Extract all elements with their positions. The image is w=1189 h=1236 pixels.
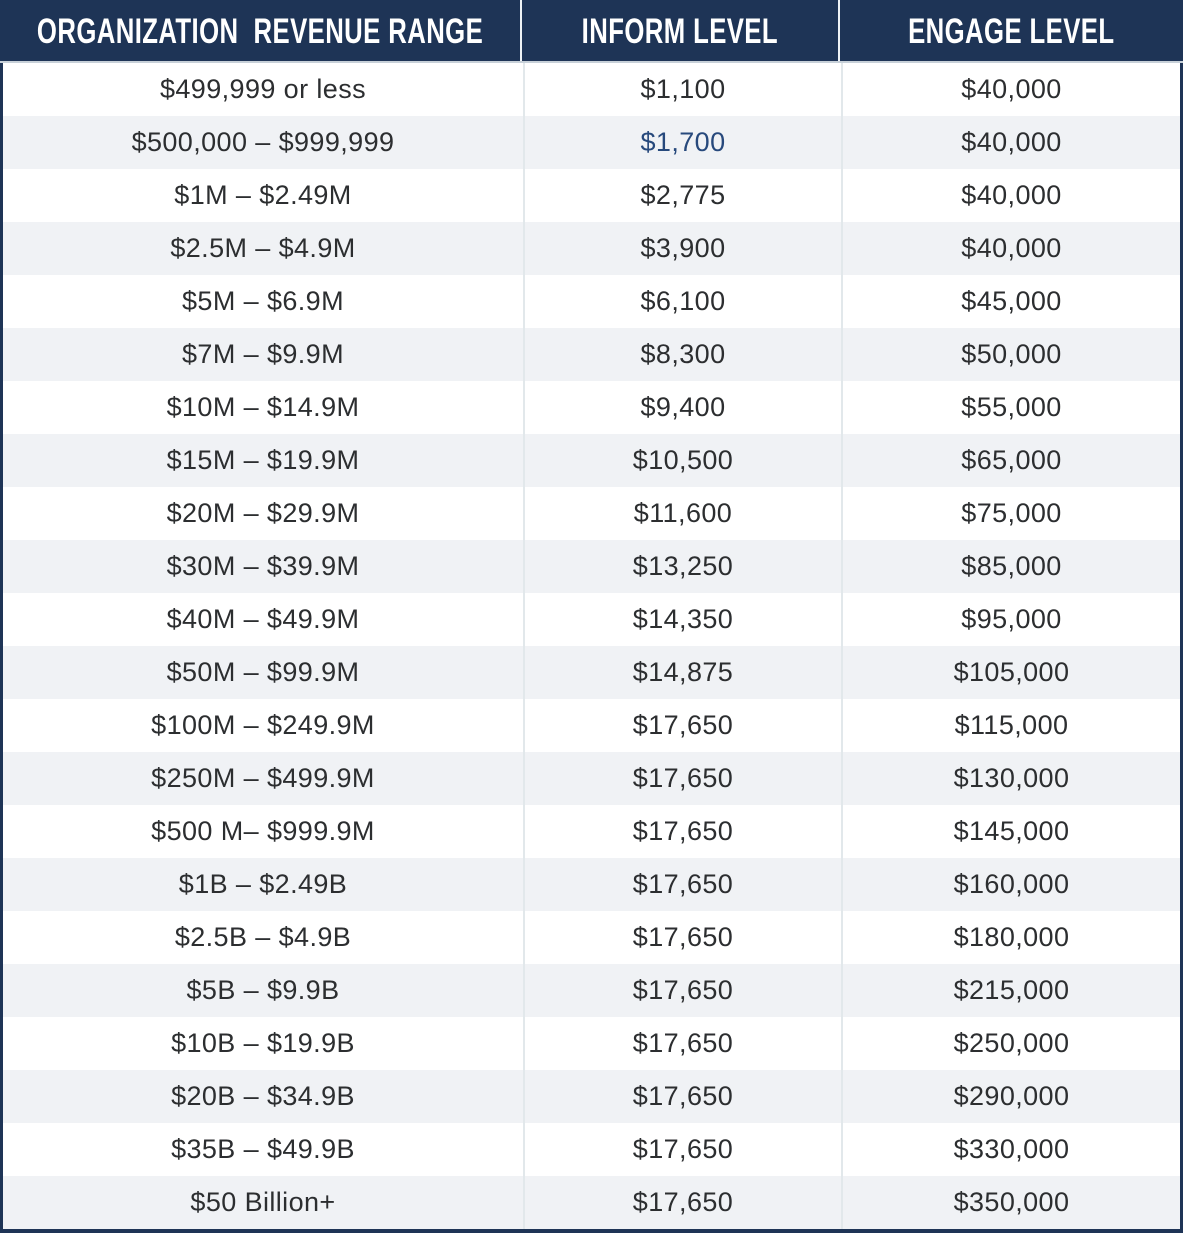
- inform-level-cell: $17,650: [523, 858, 841, 911]
- engage-level-cell: $160,000: [841, 858, 1180, 911]
- table-row: $1B – $2.49B $17,650 $160,000: [3, 858, 1180, 911]
- header-cell-inform-level: INFORM LEVEL: [520, 0, 838, 61]
- header-cell-revenue-range: ORGANIZATION REVENUE RANGE: [0, 0, 520, 61]
- engage-level-cell: $350,000: [841, 1176, 1180, 1229]
- inform-level-cell: $11,600: [523, 487, 841, 540]
- header-cell-engage-level: ENGAGE LEVEL: [838, 0, 1183, 61]
- engage-level-cell: $330,000: [841, 1123, 1180, 1176]
- revenue-range-cell: $5B – $9.9B: [186, 975, 340, 1005]
- revenue-range-cell: $20M – $29.9M: [166, 498, 360, 528]
- revenue-range-cell: $100M – $249.9M: [151, 710, 375, 740]
- table-row: $20B – $34.9B $17,650 $290,000: [3, 1070, 1180, 1123]
- revenue-range-cell: $250M – $499.9M: [151, 763, 375, 793]
- engage-level-cell: $40,000: [841, 63, 1180, 116]
- table-row: $35B – $49.9B $17,650 $330,000: [3, 1123, 1180, 1176]
- revenue-range-cell: $50M – $99.9M: [166, 657, 360, 687]
- engage-level-cell: $40,000: [841, 169, 1180, 222]
- inform-level-cell: $17,650: [523, 1176, 841, 1229]
- inform-level-cell: $17,650: [523, 805, 841, 858]
- revenue-range-cell: $1M – $2.49M: [174, 180, 352, 210]
- revenue-range-cell: $499,999 or less: [159, 74, 367, 104]
- engage-level-cell: $55,000: [841, 381, 1180, 434]
- table-row: $30M – $39.9M $13,250 $85,000: [3, 540, 1180, 593]
- engage-level-cell: $40,000: [841, 116, 1180, 169]
- revenue-range-cell: $35B – $49.9B: [171, 1134, 355, 1164]
- table-row: $100M – $249.9M $17,650 $115,000: [3, 699, 1180, 752]
- table-row: $1M – $2.49M $2,775 $40,000: [3, 169, 1180, 222]
- engage-level-cell: $40,000: [841, 222, 1180, 275]
- table-row: $50 Billion+ $17,650 $350,000: [3, 1176, 1180, 1229]
- engage-level-cell: $115,000: [841, 699, 1180, 752]
- inform-level-cell: $17,650: [523, 752, 841, 805]
- revenue-range-cell: $500,000 – $999,999: [131, 127, 395, 157]
- inform-level-cell: $10,500: [523, 434, 841, 487]
- inform-level-cell: $9,400: [523, 381, 841, 434]
- header-label-inform-level: INFORM LEVEL: [581, 9, 779, 50]
- inform-level-cell: $1,100: [523, 63, 841, 116]
- revenue-range-cell: $10M – $14.9M: [166, 392, 360, 422]
- engage-level-cell: $95,000: [841, 593, 1180, 646]
- engage-level-cell: $65,000: [841, 434, 1180, 487]
- inform-level-cell: $14,875: [523, 646, 841, 699]
- table-header-row: ORGANIZATION REVENUE RANGE INFORM LEVEL …: [0, 0, 1183, 63]
- table-row: $10M – $14.9M $9,400 $55,000: [3, 381, 1180, 434]
- header-label-engage-level: ENGAGE LEVEL: [908, 9, 1115, 50]
- table-row: $50M – $99.9M $14,875 $105,000: [3, 646, 1180, 699]
- inform-level-cell: $2,775: [523, 169, 841, 222]
- table-row: $15M – $19.9M $10,500 $65,000: [3, 434, 1180, 487]
- inform-level-cell: $1,700: [523, 116, 841, 169]
- revenue-range-cell: $5M – $6.9M: [182, 286, 344, 316]
- revenue-range-cell: $7M – $9.9M: [182, 339, 344, 369]
- engage-level-cell: $45,000: [841, 275, 1180, 328]
- inform-level-cell: $17,650: [523, 1123, 841, 1176]
- revenue-range-cell: $1B – $2.49B: [178, 869, 348, 899]
- revenue-range-cell: $2.5B – $4.9B: [174, 922, 352, 952]
- table-row: $20M – $29.9M $11,600 $75,000: [3, 487, 1180, 540]
- engage-level-cell: $250,000: [841, 1017, 1180, 1070]
- engage-level-cell: $85,000: [841, 540, 1180, 593]
- table-row: $499,999 or less $1,100 $40,000: [3, 63, 1180, 116]
- engage-level-cell: $75,000: [841, 487, 1180, 540]
- revenue-range-cell: $10B – $19.9B: [171, 1028, 355, 1058]
- inform-level-cell: $17,650: [523, 1017, 841, 1070]
- revenue-range-cell: $50 Billion+: [190, 1187, 336, 1217]
- revenue-range-cell: $15M – $19.9M: [166, 445, 360, 475]
- table-row: $2.5B – $4.9B $17,650 $180,000: [3, 911, 1180, 964]
- engage-level-cell: $145,000: [841, 805, 1180, 858]
- revenue-range-cell: $500 M– $999.9M: [151, 816, 375, 846]
- inform-level-cell: $8,300: [523, 328, 841, 381]
- inform-level-cell: $17,650: [523, 699, 841, 752]
- table-row: $5M – $6.9M $6,100 $45,000: [3, 275, 1180, 328]
- revenue-range-cell: $2.5M – $4.9M: [170, 233, 356, 263]
- table-row: $2.5M – $4.9M $3,900 $40,000: [3, 222, 1180, 275]
- table-row: $500,000 – $999,999 $1,700 $40,000: [3, 116, 1180, 169]
- inform-level-cell: $3,900: [523, 222, 841, 275]
- engage-level-cell: $50,000: [841, 328, 1180, 381]
- table-row: $5B – $9.9B $17,650 $215,000: [3, 964, 1180, 1017]
- inform-level-cell: $17,650: [523, 964, 841, 1017]
- table-row: $500 M– $999.9M $17,650 $145,000: [3, 805, 1180, 858]
- table-row: $40M – $49.9M $14,350 $95,000: [3, 593, 1180, 646]
- engage-level-cell: $180,000: [841, 911, 1180, 964]
- inform-level-cell: $6,100: [523, 275, 841, 328]
- revenue-range-cell: $20B – $34.9B: [171, 1081, 355, 1111]
- header-label-revenue-range: ORGANIZATION REVENUE RANGE: [36, 9, 484, 50]
- table-row: $250M – $499.9M $17,650 $130,000: [3, 752, 1180, 805]
- inform-level-cell: $17,650: [523, 911, 841, 964]
- table-row: $10B – $19.9B $17,650 $250,000: [3, 1017, 1180, 1070]
- engage-level-cell: $105,000: [841, 646, 1180, 699]
- engage-level-cell: $290,000: [841, 1070, 1180, 1123]
- revenue-range-cell: $40M – $49.9M: [166, 604, 360, 634]
- inform-level-cell: $14,350: [523, 593, 841, 646]
- inform-level-cell: $17,650: [523, 1070, 841, 1123]
- table-row: $7M – $9.9M $8,300 $50,000: [3, 328, 1180, 381]
- table-body: $499,999 or less $1,100 $40,000 $500,000 – …: [3, 63, 1180, 1229]
- revenue-range-cell: $30M – $39.9M: [166, 551, 360, 581]
- inform-level-cell: $13,250: [523, 540, 841, 593]
- engage-level-cell: $215,000: [841, 964, 1180, 1017]
- engage-level-cell: $130,000: [841, 752, 1180, 805]
